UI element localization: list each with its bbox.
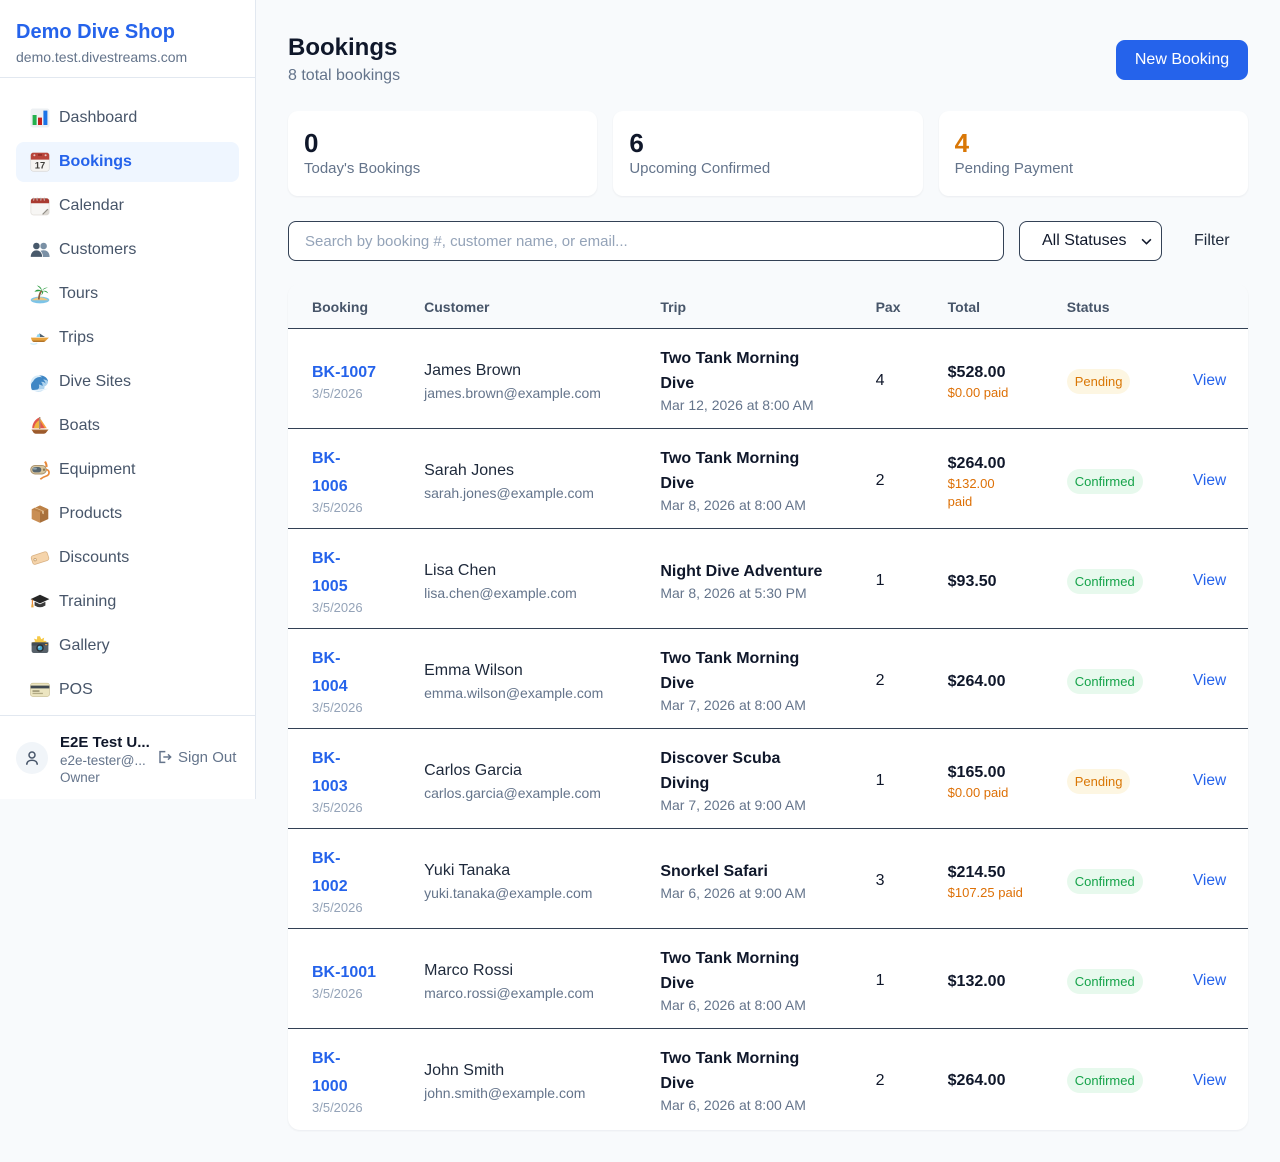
svg-text:17: 17 [35, 160, 45, 171]
